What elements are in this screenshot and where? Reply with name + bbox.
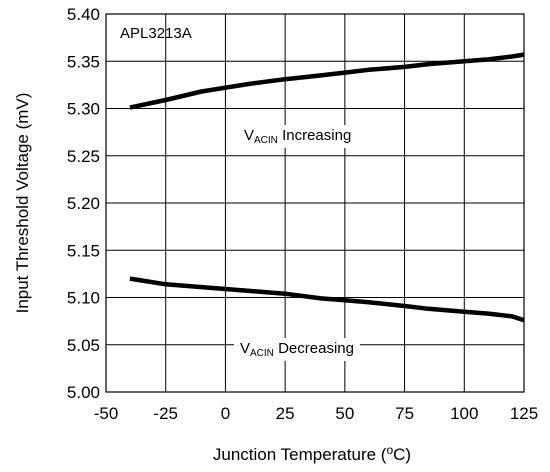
y-tick-label: 5.05 — [67, 336, 100, 355]
y-tick-labels: 5.00 5.05 5.10 5.15 5.20 5.25 5.30 5.35 5.40 — [67, 5, 100, 402]
x-tick-label: 25 — [276, 404, 295, 423]
decreasing-label: VACIN Decreasing — [240, 340, 354, 359]
y-tick-label: 5.25 — [67, 147, 100, 166]
x-axis-title: Junction Temperature (oC) — [213, 443, 411, 464]
device-label: APL3213A — [120, 25, 192, 42]
y-tick-label: 5.40 — [67, 5, 100, 24]
x-tick-label: -50 — [94, 404, 119, 423]
increasing-label: VACIN Increasing — [244, 127, 351, 146]
y-tick-label: 5.35 — [67, 52, 100, 71]
x-tick-label: -25 — [153, 404, 178, 423]
plot-frame — [105, 13, 525, 393]
y-tick-label: 5.00 — [67, 383, 100, 402]
y-tick-label: 5.30 — [67, 100, 100, 119]
x-tick-label: 75 — [395, 404, 414, 423]
grid-lines — [106, 14, 524, 392]
series-line-decreasing — [129, 276, 525, 323]
y-tick-label: 5.10 — [67, 289, 100, 308]
x-tick-labels: -50 -25 0 25 50 75 100 125 — [94, 404, 538, 423]
x-tick-label: 50 — [335, 404, 354, 423]
x-tick-label: 100 — [450, 404, 478, 423]
decreasing-label-background — [234, 338, 360, 361]
series-layer — [129, 52, 525, 323]
increasing-label-background — [238, 125, 358, 148]
y-tick-label: 5.15 — [67, 241, 100, 260]
x-tick-label: 0 — [221, 404, 230, 423]
series-line-increasing — [129, 52, 525, 110]
y-axis-title: Input Threshold Voltage (mV) — [13, 93, 32, 314]
x-tick-label: 125 — [510, 404, 538, 423]
y-tick-label: 5.20 — [67, 194, 100, 213]
